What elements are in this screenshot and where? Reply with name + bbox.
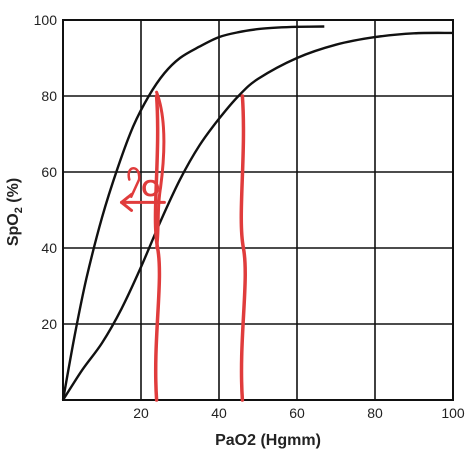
x-tick-label-0: 20	[133, 405, 149, 421]
dissociation-curve-2	[61, 31, 454, 401]
y-axis-label-tail: (%)	[5, 178, 22, 207]
x-tick-label-1: 40	[211, 405, 227, 421]
y-tick-label-1: 40	[41, 240, 57, 256]
chart-curves	[61, 25, 454, 401]
annotation-hook	[127, 167, 141, 198]
y-tick-label-4: 100	[34, 12, 58, 28]
x-tick-label-3: 80	[367, 405, 383, 421]
y-tick-label-3: 80	[41, 88, 57, 104]
x-axis-label: PaO2 (Hgmm)	[215, 432, 321, 449]
y-axis-label: SpO2 (%)	[5, 178, 25, 246]
y-tick-label-2: 60	[41, 164, 57, 180]
y-axis-label-subscript: 2	[13, 207, 25, 213]
x-tick-label-4: 100	[441, 405, 465, 421]
y-tick-label-0: 20	[41, 316, 57, 332]
x-tick-label-2: 60	[289, 405, 305, 421]
chart-annotation: O	[120, 90, 247, 402]
left-arrow-icon	[120, 192, 133, 212]
dissociation-curve-1	[61, 25, 325, 401]
annotation-vertical-line-2	[239, 94, 247, 402]
annotation-letter: O	[141, 176, 160, 203]
y-axis-label-main: SpO	[5, 213, 22, 246]
chart-tick-labels: 20 40 60 80 100 20 40 60 80 100	[34, 12, 465, 421]
annotation-bracket	[155, 90, 166, 250]
